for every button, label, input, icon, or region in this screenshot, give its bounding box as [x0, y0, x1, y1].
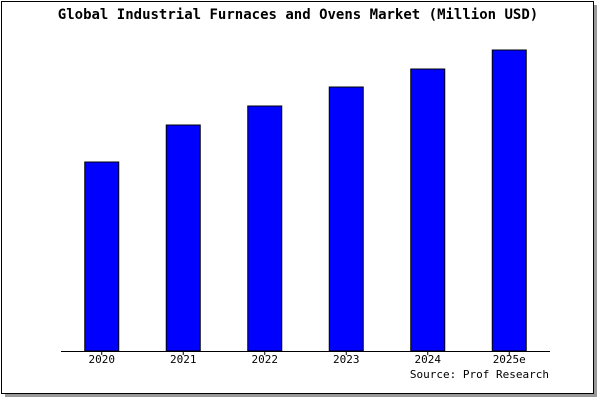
chart-title: Global Industrial Furnaces and Ovens Mar… [58, 7, 538, 23]
x-tick-label: 2020 [89, 353, 116, 366]
x-tick-label: 2025e [493, 353, 526, 366]
bar [328, 86, 364, 352]
x-tick-label: 2022 [252, 353, 279, 366]
source: Source: Prof Research [410, 368, 549, 381]
bar [491, 49, 527, 352]
x-tick-label: 2021 [170, 353, 197, 366]
x-tick-label: 2023 [333, 353, 360, 366]
bar [410, 68, 446, 352]
bar [84, 161, 120, 352]
bar [165, 124, 201, 352]
x-tick-label: 2024 [415, 353, 442, 366]
bar [247, 105, 283, 352]
